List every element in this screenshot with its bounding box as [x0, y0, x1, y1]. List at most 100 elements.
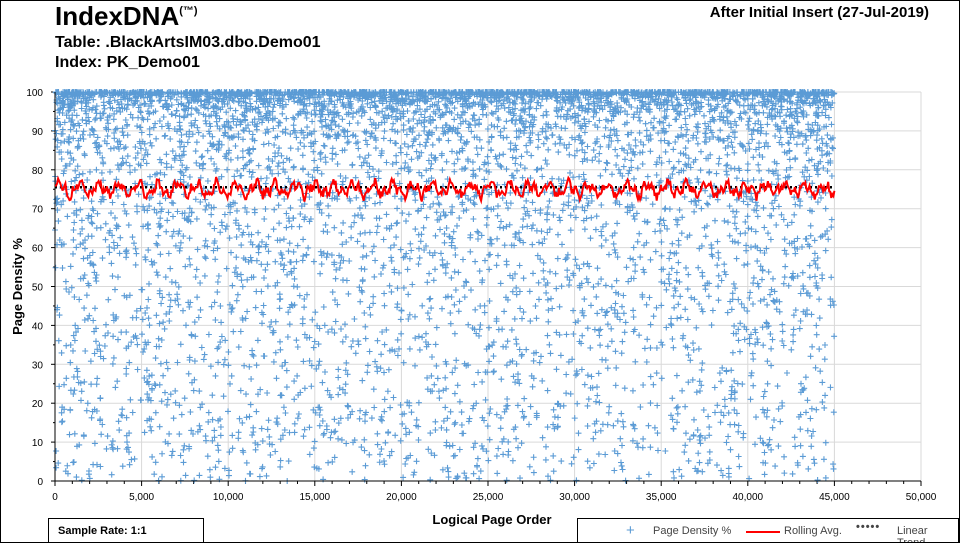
page-density-point	[682, 430, 689, 437]
page-density-point	[381, 408, 388, 415]
legend: + Page Density % Rolling Avg. ••••• Line…	[577, 518, 959, 543]
page-density-point	[795, 413, 802, 420]
y-tick-label: 30	[32, 360, 44, 371]
page-density-point	[483, 448, 490, 455]
x-tick-label: 0	[52, 492, 58, 503]
page-density-point	[731, 395, 738, 402]
page-density-point	[295, 392, 302, 399]
page-density-point	[443, 442, 450, 449]
page-density-point	[451, 421, 458, 428]
page-density-point	[445, 468, 452, 475]
page-density-point	[428, 450, 435, 457]
page-density-point	[808, 443, 815, 450]
page-density-point	[781, 453, 788, 460]
page-density-points	[52, 89, 838, 483]
page-density-point	[731, 388, 738, 395]
page-density-point	[822, 474, 829, 481]
page-density-point	[83, 407, 90, 414]
page-density-point	[735, 428, 742, 435]
page-density-point	[438, 424, 445, 431]
page-density-point	[180, 446, 187, 453]
page-density-point	[415, 423, 422, 430]
y-tick-label: 70	[32, 205, 44, 216]
y-tick-label: 10	[32, 438, 44, 449]
x-axis-label: Logical Page Order	[432, 512, 551, 527]
page-density-point	[669, 395, 676, 402]
y-tick-label: 40	[32, 321, 44, 332]
x-tick-label: 45,000	[819, 492, 850, 503]
x-tick-label: 50,000	[906, 492, 937, 503]
x-tick-label: 40,000	[733, 492, 764, 503]
page-density-point	[503, 477, 510, 484]
page-density-point	[695, 450, 702, 457]
legend-plus-icon: +	[626, 522, 635, 539]
y-tick-label: 100	[26, 88, 43, 99]
page-density-point	[822, 392, 829, 399]
page-density-point	[62, 468, 69, 475]
page-density-point	[747, 396, 754, 403]
page-density-point	[760, 459, 767, 466]
y-tick-label: 50	[32, 283, 44, 294]
page-density-point	[73, 474, 80, 481]
x-tick-label: 10,000	[213, 492, 244, 503]
page-density-point	[486, 410, 493, 417]
page-density-point	[97, 416, 104, 423]
page-density-point	[794, 459, 801, 466]
page-density-point	[435, 388, 442, 395]
page-density-point	[602, 451, 609, 458]
y-axis-label: Page Density %	[10, 238, 25, 335]
page-density-point	[571, 415, 578, 422]
page-density-point	[662, 447, 669, 454]
page-density-point	[350, 439, 357, 446]
sample-rate: Sample Rate: 1:1	[58, 525, 147, 537]
legend-linear-trend: Linear Trend	[897, 525, 928, 543]
page-density-point	[119, 463, 126, 470]
page-density-point	[144, 391, 151, 398]
page-density-point	[612, 382, 619, 389]
page-density-point	[410, 471, 417, 478]
page-density-point	[308, 383, 315, 390]
page-density-point	[349, 468, 356, 475]
page-density-point	[484, 423, 491, 430]
page-density-point	[518, 440, 525, 447]
page-density-point	[791, 434, 798, 441]
page-density-point	[698, 382, 705, 389]
page-density-point	[125, 444, 132, 451]
legend-dotted-icon: •••••	[856, 521, 881, 533]
y-tick-label: 20	[32, 399, 44, 410]
x-tick-label: 5,000	[129, 492, 154, 503]
page-density-point	[669, 416, 676, 423]
page-density-point	[217, 432, 224, 439]
page-density-point	[510, 426, 517, 433]
page-density-point	[148, 427, 155, 434]
page-density-point	[584, 458, 591, 465]
page-density-point	[118, 411, 125, 418]
page-density-point	[485, 457, 492, 464]
page-density-point	[85, 471, 92, 478]
page-density-point	[554, 401, 561, 408]
page-density-point	[376, 459, 383, 466]
page-density-point	[399, 420, 406, 427]
page-density-point	[442, 404, 449, 411]
page-density-point	[408, 409, 415, 416]
page-density-point	[207, 474, 214, 481]
legend-rolling-avg: Rolling Avg.	[784, 525, 842, 537]
page-density-point	[301, 426, 308, 433]
page-density-point	[639, 444, 646, 451]
page-density-point	[108, 471, 115, 478]
page-density-point	[650, 381, 657, 388]
page-density-point	[331, 429, 338, 436]
page-density-point	[769, 424, 776, 431]
page-density-point	[619, 466, 626, 473]
page-density-point	[109, 438, 116, 445]
page-density-point	[66, 431, 73, 438]
page-density-point	[306, 424, 313, 431]
page-density-point	[279, 432, 286, 439]
page-density-point	[781, 470, 788, 477]
legend-red-line-icon	[746, 531, 780, 533]
page-density-point	[820, 456, 827, 463]
page-density-point	[98, 431, 105, 438]
page-density-point	[152, 409, 159, 416]
page-density-point	[392, 432, 399, 439]
